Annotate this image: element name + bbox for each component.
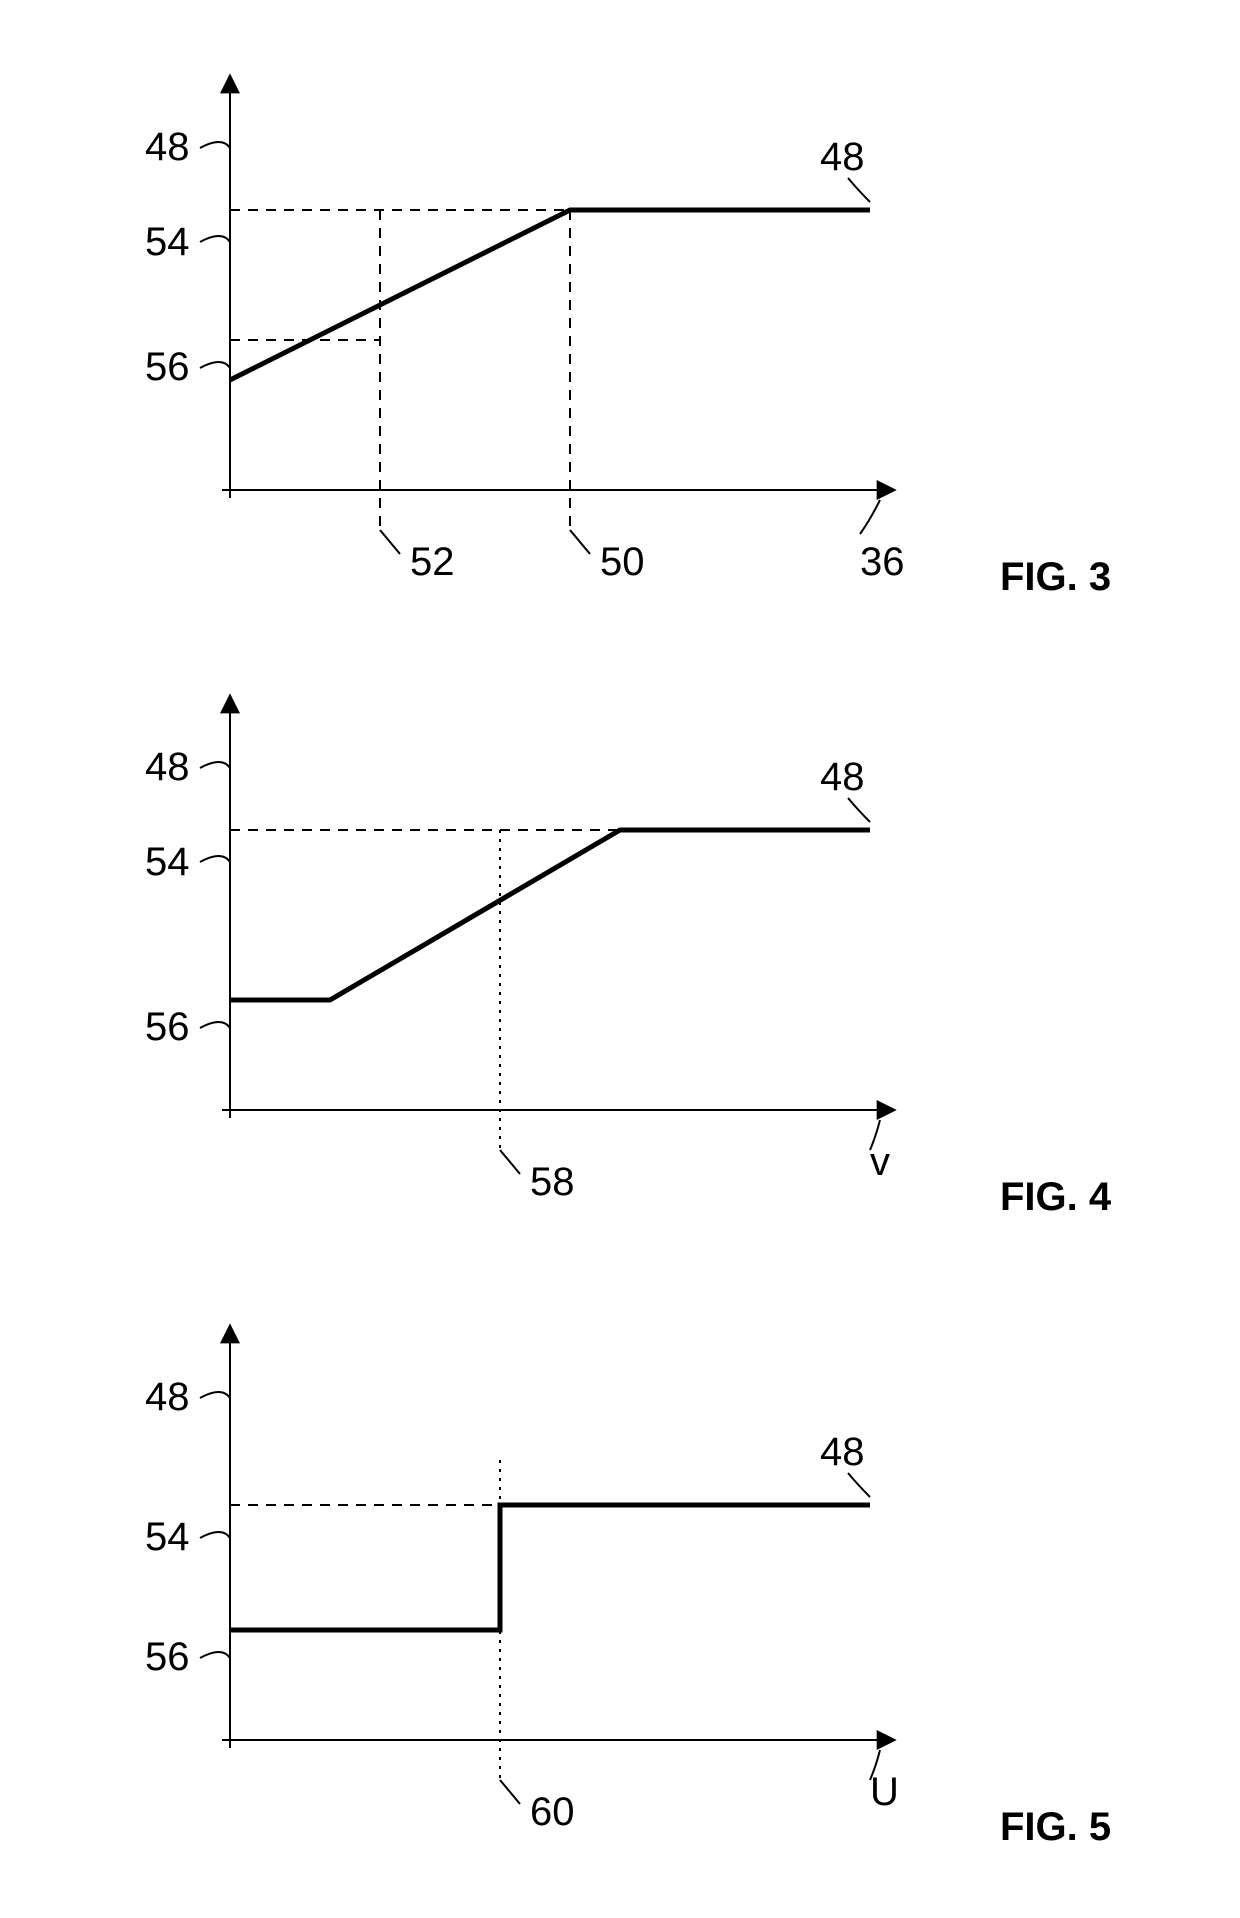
ref-label-50: 50 bbox=[600, 540, 645, 584]
fig4-title: FIG. 4 bbox=[1000, 1175, 1111, 1220]
ref-label-48: 48 bbox=[145, 125, 190, 169]
ref-label-60: 60 bbox=[530, 1790, 575, 1834]
fig5-title: FIG. 5 bbox=[1000, 1805, 1111, 1850]
lead-line bbox=[200, 1392, 230, 1398]
lead-line bbox=[848, 178, 870, 202]
ref-label-48-tr: 48 bbox=[820, 1430, 865, 1474]
fig3-svg: 48 54 56 48 52 50 36 bbox=[100, 60, 940, 600]
curve bbox=[230, 830, 870, 1000]
lead-line bbox=[200, 1022, 230, 1028]
ref-label-54: 54 bbox=[145, 840, 190, 884]
ref-label-48: 48 bbox=[145, 1375, 190, 1419]
ref-label-48: 48 bbox=[145, 745, 190, 789]
fig3-container: 48 54 56 48 52 50 36 bbox=[100, 60, 940, 600]
lead-line bbox=[500, 1150, 520, 1174]
ref-label-v: v bbox=[870, 1140, 890, 1184]
lead-line bbox=[200, 142, 230, 148]
fig3-title: FIG. 3 bbox=[1000, 555, 1111, 600]
lead-line bbox=[200, 362, 230, 368]
lead-line bbox=[860, 500, 880, 534]
lead-line bbox=[200, 762, 230, 768]
lead-line bbox=[200, 1652, 230, 1658]
lead-line bbox=[380, 530, 400, 554]
ref-label-48-tr: 48 bbox=[820, 135, 865, 179]
ref-label-58: 58 bbox=[530, 1160, 575, 1204]
curve bbox=[230, 210, 870, 380]
ref-label-56: 56 bbox=[145, 345, 190, 389]
lead-line bbox=[200, 236, 230, 242]
ref-label-56: 56 bbox=[145, 1005, 190, 1049]
lead-line bbox=[848, 1473, 870, 1497]
lead-line bbox=[200, 1532, 230, 1538]
ref-label-U: U bbox=[870, 1770, 899, 1814]
lead-line bbox=[200, 856, 230, 862]
fig4-svg: 48 54 56 48 58 v bbox=[100, 680, 940, 1220]
ref-label-52: 52 bbox=[410, 540, 455, 584]
ref-label-36: 36 bbox=[860, 540, 905, 584]
fig4-container: 48 54 56 48 58 v bbox=[100, 680, 940, 1220]
curve bbox=[230, 1505, 870, 1630]
ref-label-54: 54 bbox=[145, 1515, 190, 1559]
ref-label-54: 54 bbox=[145, 220, 190, 264]
fig5-svg: 48 54 56 48 60 U bbox=[100, 1310, 940, 1850]
fig5-container: 48 54 56 48 60 U bbox=[100, 1310, 940, 1850]
lead-line bbox=[570, 530, 590, 554]
ref-label-56: 56 bbox=[145, 1635, 190, 1679]
lead-line bbox=[848, 798, 870, 822]
ref-label-48-tr: 48 bbox=[820, 755, 865, 799]
lead-line bbox=[500, 1780, 520, 1804]
